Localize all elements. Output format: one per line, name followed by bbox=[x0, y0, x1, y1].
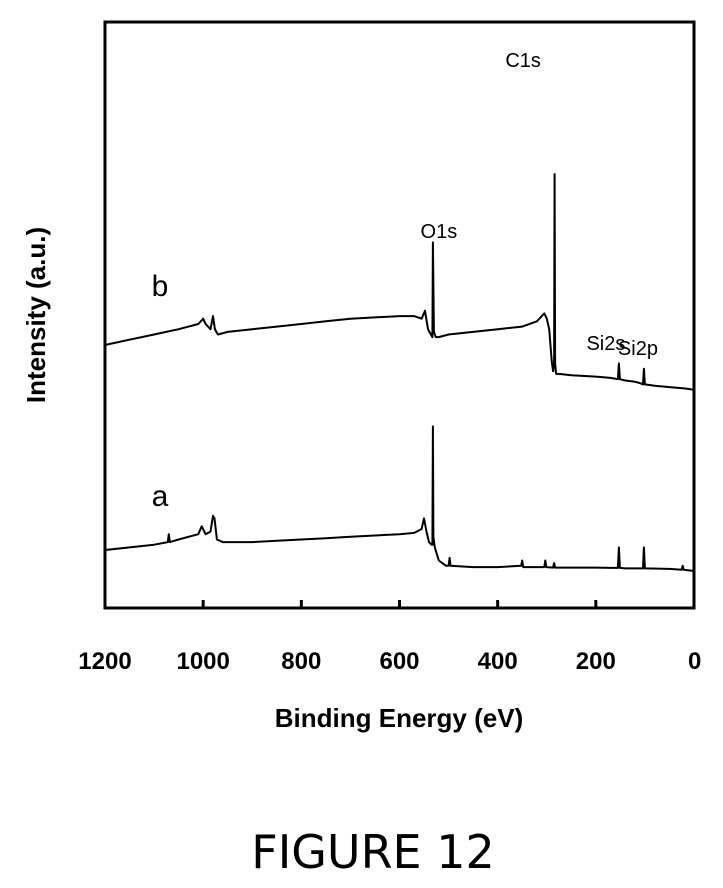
figure-caption: FIGURE 12 bbox=[251, 825, 495, 879]
x-tick-label-800: 800 bbox=[281, 648, 321, 675]
curve-label-a: a bbox=[152, 480, 169, 513]
x-tick-label-1200: 1200 bbox=[78, 648, 131, 675]
x-tick-label-0: 0 bbox=[688, 648, 701, 675]
x-axis-title: Binding Energy (eV) bbox=[275, 703, 523, 733]
plot-frame bbox=[103, 20, 696, 610]
peak-label-si2p: Si2p bbox=[618, 338, 658, 360]
x-axis-ticks bbox=[103, 600, 696, 608]
peak-label-c1s: C1s bbox=[505, 50, 541, 72]
curve-label-b: b bbox=[152, 270, 169, 303]
peak-label-si2s: Si2s bbox=[586, 333, 625, 355]
x-tick-label-1000: 1000 bbox=[176, 648, 229, 675]
curve-labels: ba bbox=[152, 270, 169, 513]
x-tick-label-400: 400 bbox=[478, 648, 518, 675]
x-tick-label-200: 200 bbox=[576, 648, 616, 675]
x-tick-label-600: 600 bbox=[379, 648, 419, 675]
y-axis-title: Intensity (a.u.) bbox=[21, 227, 51, 403]
series-line-a bbox=[104, 425, 695, 572]
spectrum-curves bbox=[104, 173, 695, 572]
peak-label-o1s: O1s bbox=[421, 221, 458, 243]
series-line-b bbox=[104, 173, 695, 391]
x-axis-tick-labels: 1200 1000 800 600 400 200 0 bbox=[78, 648, 701, 675]
